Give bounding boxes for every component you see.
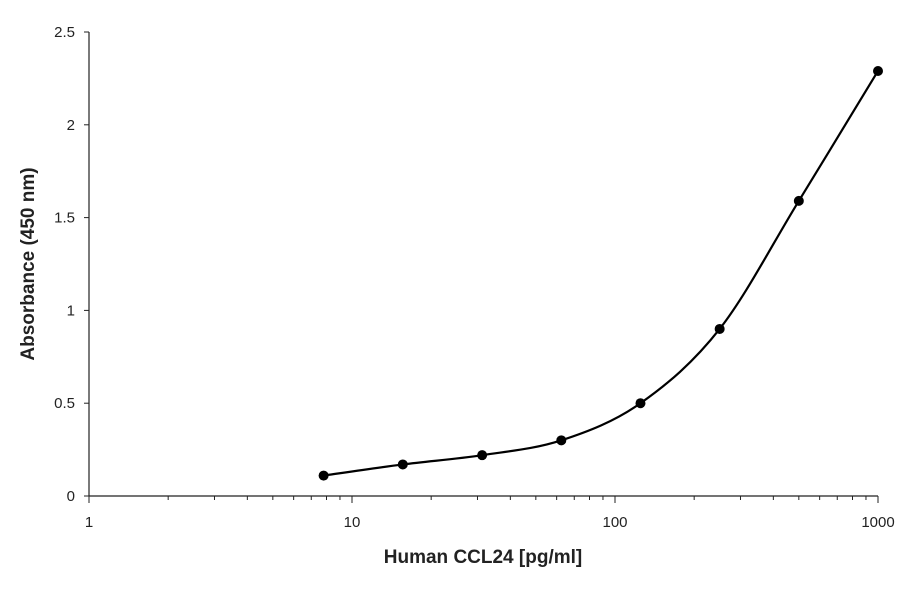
x-tick-label: 1	[85, 514, 93, 531]
data-point	[793, 195, 804, 206]
y-axis-ticks: 0 0.5 1 1.5 2 2.5	[54, 24, 89, 505]
data-point	[397, 459, 408, 470]
y-tick-label: 2	[67, 117, 75, 134]
data-point	[873, 65, 883, 76]
y-axis-title: Absorbance (450 nm)	[18, 167, 39, 360]
x-tick-label: 10	[344, 514, 361, 531]
y-tick-label: 1.5	[54, 210, 75, 227]
y-tick-label: 0.5	[54, 395, 75, 412]
y-tick-label: 1	[67, 302, 75, 319]
x-tick-label: 100	[602, 514, 627, 531]
data-point	[635, 398, 646, 409]
x-axis-ticks: 1 10 100 1000	[85, 496, 895, 531]
data-point	[318, 470, 329, 481]
x-axis-title: Human CCL24 [pg/ml]	[384, 547, 582, 568]
data-point	[556, 435, 567, 446]
y-tick-label: 0	[67, 488, 75, 505]
data-point	[477, 450, 488, 461]
y-tick-label: 2.5	[54, 24, 75, 41]
x-tick-label: 1000	[861, 514, 894, 531]
data-points	[318, 65, 883, 481]
data-point	[714, 323, 725, 334]
fit-curve	[323, 70, 879, 477]
